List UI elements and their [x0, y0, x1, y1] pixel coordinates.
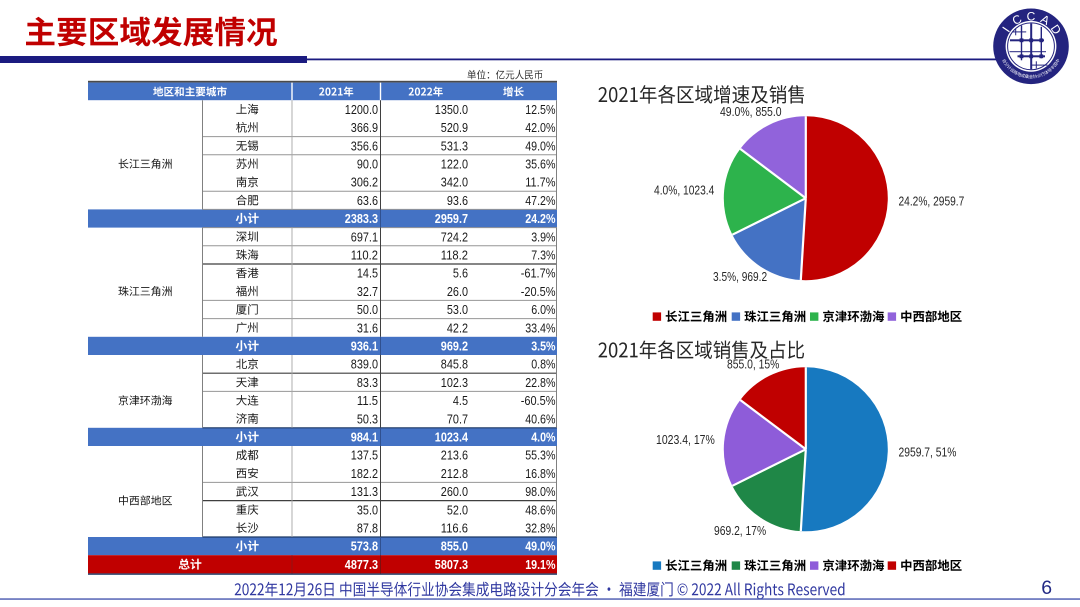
- svg-text:50.3: 50.3: [357, 411, 378, 426]
- svg-text:14.5: 14.5: [357, 266, 378, 281]
- svg-text:6: 6: [1041, 577, 1052, 599]
- svg-text:-61.7%: -61.7%: [521, 266, 556, 281]
- svg-text:24.2%, 2959.7: 24.2%, 2959.7: [899, 195, 965, 209]
- svg-text:11.5: 11.5: [357, 393, 378, 408]
- svg-text:531.3: 531.3: [441, 138, 468, 153]
- svg-text:969.2, 17%: 969.2, 17%: [714, 524, 766, 538]
- svg-text:137.5: 137.5: [351, 448, 378, 463]
- svg-text:845.8: 845.8: [441, 357, 468, 372]
- svg-text:110.2: 110.2: [351, 248, 378, 263]
- svg-text:70.7: 70.7: [447, 411, 468, 426]
- svg-text:1023.4: 1023.4: [435, 430, 469, 445]
- svg-text:4.0%: 4.0%: [531, 430, 556, 445]
- svg-text:342.0: 342.0: [441, 175, 468, 190]
- svg-text:4.0%, 1023.4: 4.0%, 1023.4: [654, 184, 714, 198]
- svg-text:19.1%: 19.1%: [525, 557, 556, 572]
- svg-text:83.3: 83.3: [357, 375, 378, 390]
- svg-text:1200.0: 1200.0: [345, 102, 378, 117]
- svg-text:366.9: 366.9: [351, 120, 378, 135]
- svg-text:724.2: 724.2: [441, 229, 468, 244]
- svg-text:49.0%: 49.0%: [525, 539, 556, 554]
- svg-text:116.6: 116.6: [441, 521, 468, 536]
- svg-text:2383.3: 2383.3: [345, 211, 378, 226]
- svg-text:52.0: 52.0: [447, 502, 468, 517]
- svg-text:C: C: [1027, 9, 1036, 23]
- svg-text:55.3%: 55.3%: [525, 448, 556, 463]
- svg-text:4877.3: 4877.3: [345, 557, 378, 572]
- svg-text:1350.0: 1350.0: [435, 102, 468, 117]
- svg-text:5.6: 5.6: [453, 266, 468, 281]
- svg-text:I: I: [999, 24, 1012, 35]
- svg-text:16.8%: 16.8%: [525, 466, 556, 481]
- svg-text:87.8: 87.8: [357, 521, 378, 536]
- svg-text:6.0%: 6.0%: [531, 302, 556, 317]
- svg-text:31.6: 31.6: [357, 320, 378, 335]
- svg-text:3.9%: 3.9%: [531, 229, 556, 244]
- svg-text:32.8%: 32.8%: [525, 521, 556, 536]
- svg-text:212.8: 212.8: [441, 466, 468, 481]
- svg-text:42.2: 42.2: [447, 320, 468, 335]
- svg-text:855.0: 855.0: [441, 539, 468, 554]
- svg-text:855.0, 15%: 855.0, 15%: [727, 357, 779, 371]
- svg-text:697.1: 697.1: [351, 229, 378, 244]
- svg-text:12.5%: 12.5%: [525, 102, 556, 117]
- svg-text:93.6: 93.6: [447, 193, 468, 208]
- svg-text:969.2: 969.2: [441, 339, 468, 354]
- svg-text:3.5%, 969.2: 3.5%, 969.2: [713, 270, 767, 284]
- svg-text:102.3: 102.3: [441, 375, 468, 390]
- svg-text:1023.4, 17%: 1023.4, 17%: [656, 433, 715, 447]
- svg-text:3.5%: 3.5%: [531, 339, 556, 354]
- svg-text:35.0: 35.0: [357, 502, 378, 517]
- svg-text:4.5: 4.5: [453, 393, 468, 408]
- svg-text:182.2: 182.2: [351, 466, 378, 481]
- svg-text:936.1: 936.1: [351, 339, 378, 354]
- svg-text:50.0: 50.0: [357, 302, 378, 317]
- svg-text:-60.5%: -60.5%: [521, 393, 556, 408]
- svg-text:260.0: 260.0: [441, 484, 468, 499]
- svg-text:26.0: 26.0: [447, 284, 468, 299]
- svg-text:53.0: 53.0: [447, 302, 468, 317]
- svg-text:98.0%: 98.0%: [525, 484, 556, 499]
- svg-text:35.6%: 35.6%: [525, 157, 556, 172]
- svg-text:48.6%: 48.6%: [525, 502, 556, 517]
- svg-text:32.7: 32.7: [357, 284, 378, 299]
- svg-text:33.4%: 33.4%: [525, 320, 556, 335]
- svg-text:984.1: 984.1: [351, 430, 378, 445]
- svg-text:356.6: 356.6: [351, 138, 378, 153]
- svg-text:22.8%: 22.8%: [525, 375, 556, 390]
- svg-text:573.8: 573.8: [351, 539, 378, 554]
- svg-text:118.2: 118.2: [441, 248, 468, 263]
- svg-text:131.3: 131.3: [351, 484, 378, 499]
- svg-text:40.6%: 40.6%: [525, 411, 556, 426]
- svg-text:63.6: 63.6: [357, 193, 378, 208]
- svg-text:839.0: 839.0: [351, 357, 378, 372]
- svg-text:213.6: 213.6: [441, 448, 468, 463]
- svg-text:-20.5%: -20.5%: [521, 284, 556, 299]
- svg-text:5807.3: 5807.3: [435, 557, 468, 572]
- svg-text:49.0%, 855.0: 49.0%, 855.0: [720, 105, 782, 119]
- svg-text:49.0%: 49.0%: [525, 138, 556, 153]
- svg-text:47.2%: 47.2%: [525, 193, 556, 208]
- svg-text:520.9: 520.9: [441, 120, 468, 135]
- svg-text:90.0: 90.0: [357, 157, 378, 172]
- svg-text:122.0: 122.0: [441, 157, 468, 172]
- svg-text:2959.7, 51%: 2959.7, 51%: [899, 445, 957, 459]
- svg-text:11.7%: 11.7%: [525, 175, 556, 190]
- svg-text:7.3%: 7.3%: [531, 248, 556, 263]
- svg-text:2959.7: 2959.7: [435, 211, 468, 226]
- svg-text:42.0%: 42.0%: [525, 120, 556, 135]
- svg-text:24.2%: 24.2%: [525, 211, 556, 226]
- svg-text:0.8%: 0.8%: [531, 357, 556, 372]
- svg-text:306.2: 306.2: [351, 175, 378, 190]
